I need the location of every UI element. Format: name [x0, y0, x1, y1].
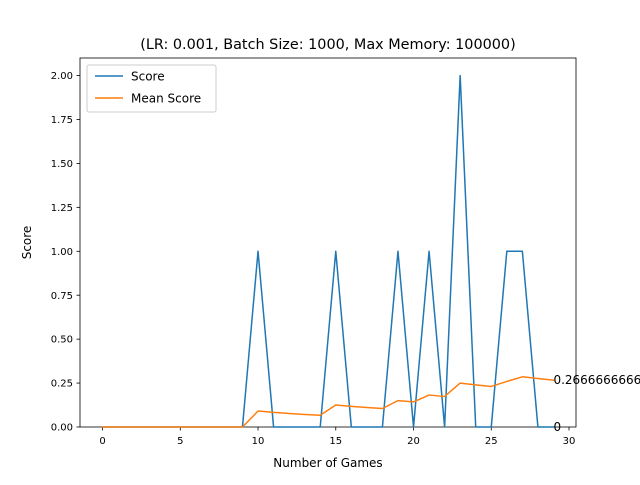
y-tick-label: 0.00: [51, 423, 73, 434]
x-axis-label: Number of Games: [273, 456, 382, 470]
plot-frame: [79, 57, 577, 428]
y-tick-label: 1.25: [51, 203, 73, 214]
x-tick-label: 20: [407, 436, 420, 447]
annotation-label: 0.2666666666: [553, 373, 640, 387]
y-tick-label: 0.50: [51, 335, 73, 346]
y-tick-label: 1.50: [51, 159, 73, 170]
series-line-mean-score: [101, 376, 555, 428]
legend-label-mean-score: Mean Score: [131, 92, 201, 106]
annotation-label: 0: [553, 420, 561, 434]
legend: Score Mean Score: [86, 64, 217, 113]
x-axis-ticks: 0 5 10 15 20 25 30: [99, 427, 575, 447]
y-tick-label: 2.00: [51, 71, 73, 82]
x-tick-label: 30: [563, 436, 576, 447]
series-line-score: [101, 74, 555, 428]
x-tick-label: 0: [99, 436, 105, 447]
x-tick-label: 15: [329, 436, 342, 447]
legend-label-score: Score: [131, 70, 165, 84]
y-tick-label: 0.75: [51, 291, 73, 302]
y-tick-label: 0.25: [51, 379, 73, 390]
chart-title: (LR: 0.001, Batch Size: 1000, Max Memory…: [140, 37, 515, 53]
annotations: 0.2666666666 0: [553, 373, 640, 434]
y-tick-label: 1.75: [51, 115, 73, 126]
x-tick-label: 25: [485, 436, 498, 447]
y-axis-label: Score: [20, 226, 34, 260]
series-lines: [101, 74, 555, 428]
y-axis-ticks: 0.00 0.25 0.50 0.75 1.00 1.25 1.50 1.75 2.00: [51, 71, 80, 434]
y-tick-label: 1.00: [51, 247, 73, 258]
x-tick-label: 5: [177, 436, 183, 447]
x-tick-label: 10: [252, 436, 265, 447]
